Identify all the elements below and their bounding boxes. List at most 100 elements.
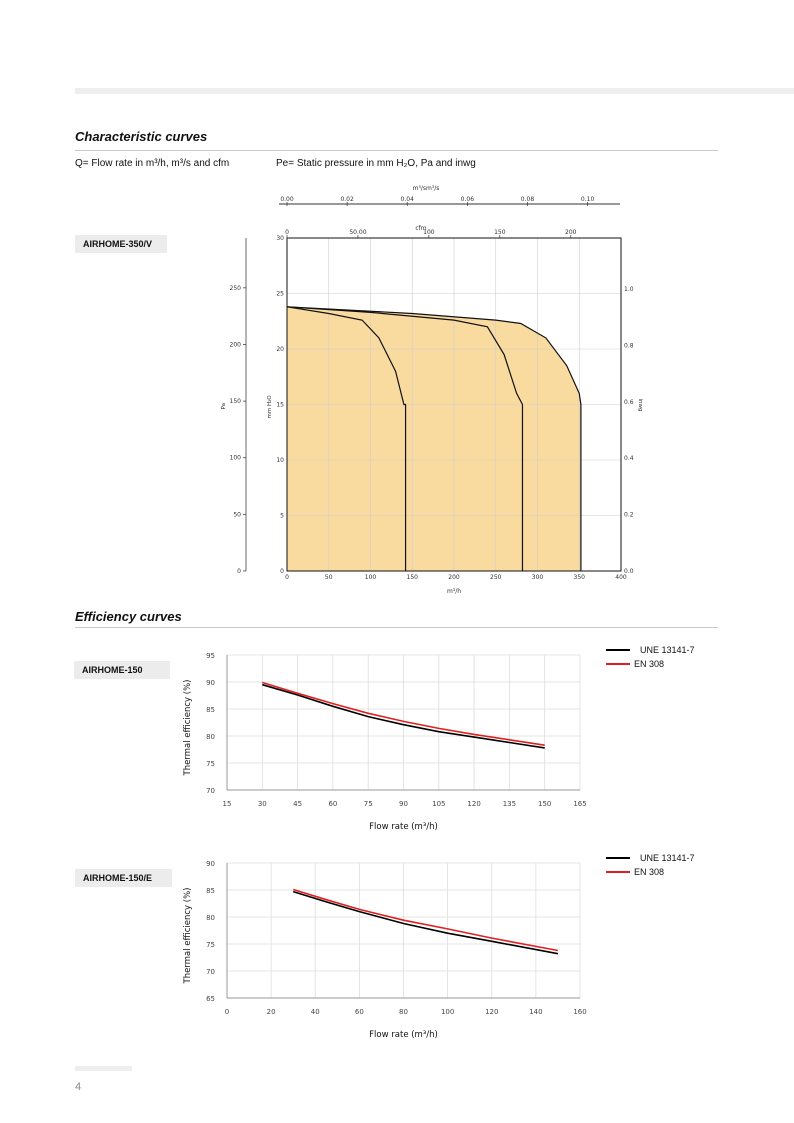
- legend-item-en: EN 308: [606, 865, 695, 879]
- x-tick: 50: [325, 574, 333, 581]
- legend-item-une: UNE 13141-7: [606, 643, 695, 657]
- y-tick: 75: [206, 760, 215, 768]
- model-tag-150: AIRHOME-150: [74, 661, 170, 679]
- y-tick: 70: [206, 787, 215, 795]
- pa-tick: 100: [230, 455, 242, 462]
- m3s-tick: 0.10: [581, 196, 595, 203]
- x-tick: 75: [364, 800, 373, 808]
- legend-item-en: EN 308: [606, 657, 695, 671]
- x-axis-label: Flow rate (m³/h): [369, 1030, 438, 1040]
- m3s-tick: 0.06: [461, 196, 475, 203]
- efficiency-line-une: [262, 683, 545, 749]
- x-tick: 150: [407, 574, 419, 581]
- characteristic-chart: 0 5 10 15 20 25 30 mm H₂O 0 50 100 150 200 250 Pa 0.0 0.…: [221, 185, 643, 595]
- legend-swatch: [606, 857, 630, 859]
- legend-label: UNE 13141-7: [640, 645, 695, 655]
- y-tick: 90: [206, 860, 215, 868]
- x-tick: 160: [573, 1008, 586, 1016]
- efficiency-line-en: [292, 888, 559, 952]
- y-axis-label: Thermal efficiency (%): [183, 680, 193, 777]
- y-tick: 95: [206, 652, 215, 660]
- y-tick: 65: [206, 995, 215, 1003]
- plot-frame: [286, 237, 622, 572]
- y-tick: 80: [206, 914, 215, 922]
- mmh2o-tick: 15: [276, 402, 284, 409]
- efficiency-line-une: [292, 890, 559, 955]
- section-rule: [75, 627, 718, 628]
- legend-item-une: UNE 13141-7: [606, 851, 695, 865]
- x-axis-label: Flow rate (m³/h): [369, 822, 438, 832]
- efficiency-chart-150: 70 75 80 85 90 95 15 30 45 60 75 90 105 120 135 150 165 F…: [183, 652, 587, 832]
- y-tick: 80: [206, 733, 215, 741]
- x-axis-label: m³/h: [447, 588, 461, 595]
- mmh2o-tick: 10: [276, 457, 284, 464]
- legend-swatch: [606, 649, 630, 651]
- mmh2o-tick: 20: [276, 346, 284, 353]
- x-tick: 80: [399, 1008, 408, 1016]
- x-tick: 45: [293, 800, 302, 808]
- legend-swatch: [606, 663, 630, 665]
- legend-150: UNE 13141-7 EN 308: [606, 643, 695, 671]
- mmh2o-tick: 30: [276, 235, 284, 242]
- x-tick: 60: [355, 1008, 364, 1016]
- efficiency-line-en: [262, 681, 545, 746]
- section-title-characteristic: Characteristic curves: [75, 129, 208, 144]
- pa-tick: 50: [233, 511, 241, 518]
- flow-note: Q= Flow rate in m³/h, m³/s and cfm: [75, 158, 230, 169]
- x-tick: 300: [532, 574, 544, 581]
- mmh2o-axis-label: mm H₂O: [267, 395, 273, 419]
- pa-tick: 150: [230, 398, 242, 405]
- legend-150e: UNE 13141-7 EN 308: [606, 851, 695, 879]
- m3s-axis-label: m³/sm³/s: [413, 185, 440, 192]
- x-tick: 90: [399, 800, 408, 808]
- mmh2o-tick: 0: [280, 568, 284, 575]
- section-rule: [75, 150, 718, 151]
- mmh2o-tick: 5: [280, 513, 284, 520]
- y-tick: 85: [206, 887, 215, 895]
- x-tick: 20: [267, 1008, 276, 1016]
- x-tick: 120: [485, 1008, 498, 1016]
- inwg-tick: 0.6: [624, 399, 634, 406]
- cfm-tick: 50.00: [349, 229, 366, 236]
- y-tick: 85: [206, 706, 215, 714]
- legend-label: EN 308: [634, 867, 665, 877]
- x-tick: 100: [365, 574, 377, 581]
- inwg-tick: 0.0: [624, 568, 634, 575]
- x-tick: 40: [311, 1008, 320, 1016]
- x-tick: 30: [258, 800, 267, 808]
- x-tick: 60: [328, 800, 337, 808]
- footer-decor-bar: [75, 1066, 132, 1071]
- inwg-tick: 1.0: [624, 286, 634, 293]
- x-tick: 135: [503, 800, 516, 808]
- page-number: 4: [75, 1081, 82, 1093]
- x-tick: 140: [529, 1008, 542, 1016]
- inwg-tick: 0.2: [624, 512, 634, 519]
- y-axis-label: Thermal efficiency (%): [183, 888, 193, 985]
- fan-curve-2: [286, 306, 524, 571]
- cfm-tick: 150: [494, 229, 506, 236]
- legend-swatch: [606, 871, 630, 873]
- pa-axis-label: Pa: [221, 403, 227, 409]
- cfm-tick: 0: [285, 229, 289, 236]
- cfm-axis-label: cfm: [415, 225, 426, 232]
- x-tick: 0: [285, 574, 289, 581]
- cfm-tick: 200: [565, 229, 577, 236]
- model-tag-350v: AIRHOME-350/V: [75, 235, 167, 253]
- pa-tick: 200: [230, 341, 242, 348]
- m3s-tick: 0.02: [340, 196, 354, 203]
- y-tick: 70: [206, 968, 215, 976]
- model-tag-150e: AIRHOME-150/E: [75, 869, 172, 887]
- inwg-axis-label: inwg: [637, 399, 643, 412]
- mmh2o-tick: 25: [276, 291, 284, 298]
- x-tick: 250: [490, 574, 502, 581]
- m3s-tick: 0.00: [280, 196, 294, 203]
- x-tick: 165: [573, 800, 586, 808]
- efficiency-chart-150e: 65 70 75 80 85 90 0 20 40 60 80 100 120 140 160 Flow ra…: [183, 860, 587, 1040]
- x-tick: 400: [615, 574, 627, 581]
- legend-label: EN 308: [634, 659, 665, 669]
- pa-tick: 250: [230, 285, 242, 292]
- fan-curve-1: [286, 306, 407, 571]
- x-tick: 200: [448, 574, 460, 581]
- pressure-note: Pe= Static pressure in mm H₂O, Pa and in…: [276, 158, 476, 169]
- pa-tick: 0: [237, 568, 241, 575]
